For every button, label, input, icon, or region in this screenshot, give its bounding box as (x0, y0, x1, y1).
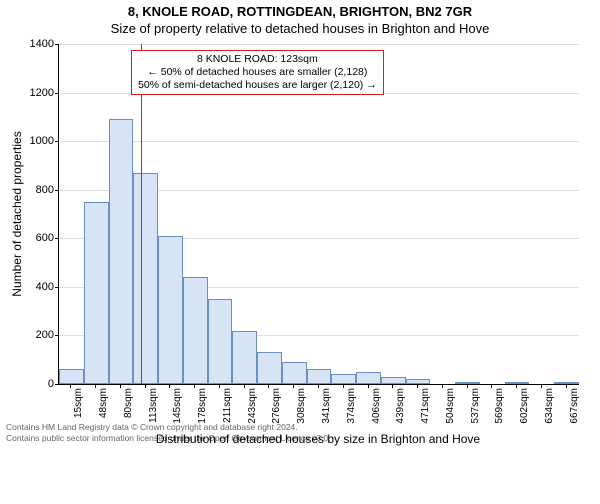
chart-subtitle: Size of property relative to detached ho… (0, 21, 600, 36)
x-tick-label: 308sqm (296, 388, 307, 428)
x-tick-label: 471sqm (420, 388, 431, 428)
x-tick-label: 80sqm (123, 388, 134, 428)
histogram-bar (455, 382, 480, 384)
x-tick-label: 602sqm (519, 388, 530, 428)
x-tick-label: 504sqm (445, 388, 456, 428)
x-tick-label: 145sqm (172, 388, 183, 428)
y-tick-label: 0 (22, 378, 54, 390)
y-tick-label: 400 (22, 281, 54, 293)
histogram-bar (307, 369, 332, 384)
histogram-bar (208, 299, 233, 384)
x-tick-label: 48sqm (98, 388, 109, 428)
x-tick-label: 569sqm (494, 388, 505, 428)
y-tick-label: 1200 (22, 87, 54, 99)
histogram-bar (554, 382, 579, 384)
x-tick-label: 178sqm (197, 388, 208, 428)
histogram-bar (282, 362, 307, 384)
x-tick-label: 406sqm (371, 388, 382, 428)
histogram-bar (356, 372, 381, 384)
x-tick-label: 341sqm (321, 388, 332, 428)
y-tick-label: 200 (22, 329, 54, 341)
x-tick-label: 211sqm (222, 388, 233, 428)
annotation-line: 8 KNOLE ROAD: 123sqm (138, 53, 377, 66)
histogram-bar (59, 369, 84, 384)
y-tick-label: 800 (22, 184, 54, 196)
x-tick-label: 276sqm (271, 388, 282, 428)
x-tick-label: 113sqm (148, 388, 159, 428)
x-tick-label: 15sqm (73, 388, 84, 428)
histogram-bar (133, 173, 158, 384)
histogram-bar (381, 377, 406, 384)
annotation-line: ← 50% of detached houses are smaller (2,… (138, 66, 377, 79)
x-tick-label: 667sqm (569, 388, 580, 428)
histogram-bar (183, 277, 208, 384)
histogram-bar (158, 236, 183, 384)
y-tick-label: 1400 (22, 38, 54, 50)
histogram-bar (331, 374, 356, 384)
histogram-bar (109, 119, 134, 384)
x-tick-label: 374sqm (346, 388, 357, 428)
x-axis-label: Distribution of detached houses by size … (58, 432, 578, 446)
histogram-bar (232, 331, 257, 384)
histogram-bar (84, 202, 109, 384)
annotation-box: 8 KNOLE ROAD: 123sqm← 50% of detached ho… (131, 50, 384, 95)
chart-area: Number of detached properties 8 KNOLE RO… (58, 44, 578, 414)
plot-area: 8 KNOLE ROAD: 123sqm← 50% of detached ho… (58, 44, 579, 385)
x-tick-label: 243sqm (247, 388, 258, 428)
y-tick-label: 600 (22, 232, 54, 244)
chart-title: 8, KNOLE ROAD, ROTTINGDEAN, BRIGHTON, BN… (0, 4, 600, 19)
histogram-bar (257, 352, 282, 384)
annotation-line: 50% of semi-detached houses are larger (… (138, 79, 377, 92)
x-tick-label: 634sqm (544, 388, 555, 428)
x-tick-label: 439sqm (395, 388, 406, 428)
y-tick-label: 1000 (22, 135, 54, 147)
x-tick-label: 537sqm (470, 388, 481, 428)
